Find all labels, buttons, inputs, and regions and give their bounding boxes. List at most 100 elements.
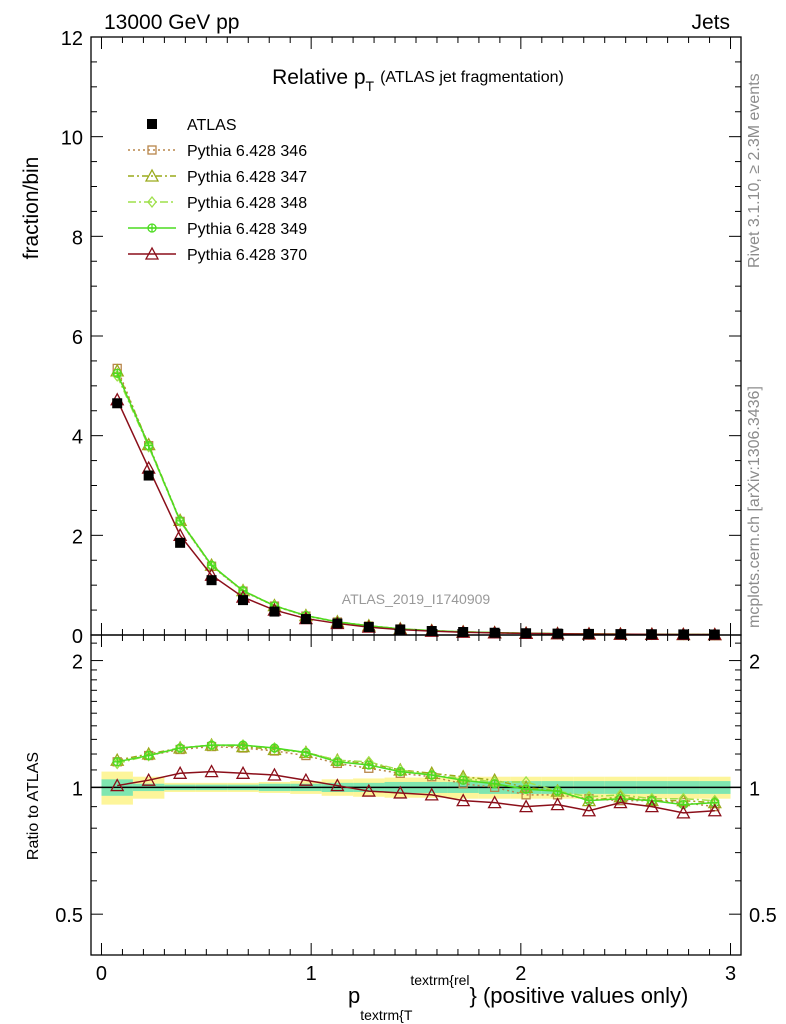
main-point-atlas [175, 537, 186, 548]
main-point-atlas [458, 627, 469, 638]
ratio-point-pythia-6-428-349 [364, 760, 374, 770]
main-point-atlas [615, 629, 626, 640]
legend-label: ATLAS [187, 117, 237, 134]
main-point-atlas [269, 606, 280, 617]
legend-entry-atlas: ATLAS [147, 117, 237, 134]
main-point-atlas [395, 624, 406, 635]
legend: ATLAS Pythia 6.428 346 Pythia 6.428 347 Pyt… [128, 117, 307, 264]
ratio-y-label: Ratio to ATLAS [25, 752, 42, 860]
main-y-tick-label: 2 [72, 526, 83, 548]
main-point-atlas [583, 628, 594, 639]
ratio-point-pythia-6-428-370 [424, 787, 439, 801]
ratio-point-pythia-6-428-349 [332, 757, 343, 767]
x-tick-label: 0 [96, 963, 107, 985]
title-sub: T [366, 78, 375, 94]
ratio-point-pythia-6-428-349 [489, 779, 500, 789]
main-point-atlas [521, 628, 532, 639]
ratio-point-pythia-6-428-370 [707, 803, 722, 817]
ratio-y-tick-label-right: 1 [749, 778, 760, 800]
ratio-point-pythia-6-428-370 [235, 765, 251, 779]
main-point-atlas [206, 575, 217, 586]
legend-marker [147, 223, 157, 233]
ratio-point-pythia-6-428-370 [581, 803, 597, 817]
main-point-pythia-6-428-349 [144, 440, 154, 451]
main-y-label: fraction/bin [20, 157, 43, 260]
legend-entry-pythia-6-428-349: Pythia 6.428 349 [128, 221, 307, 238]
ratio-point-pythia-6-428-370 [456, 793, 471, 807]
main-y-tick-label: 10 [61, 128, 83, 150]
ratio-y-tick-label-right: 2 [749, 652, 760, 674]
ratio-point-pythia-6-428-349 [269, 743, 280, 753]
ratio-y-tick-label: 1 [72, 778, 83, 800]
ratio-point-pythia-6-428-348 [238, 739, 248, 752]
ratio-line-pythia-6-428-349 [117, 744, 715, 806]
title-rest: (ATLAS jet fragmentation) [380, 69, 564, 86]
ratio-point-pythia-6-428-349 [206, 740, 217, 750]
main-y-tick-label: 4 [72, 427, 83, 449]
legend-entry-pythia-6-428-348: Pythia 6.428 348 [128, 195, 307, 212]
ratio-point-pythia-6-428-370 [267, 767, 282, 781]
legend-marker [147, 195, 157, 209]
main-point-atlas [143, 470, 154, 481]
main-point-atlas [363, 622, 374, 633]
main-point-pythia-6-428-348 [206, 559, 217, 572]
main-point-atlas [300, 614, 311, 625]
header-left: 13000 GeV pp [104, 11, 239, 34]
ratio-point-pythia-6-428-348 [552, 785, 563, 798]
ratio-point-pythia-6-428-370 [173, 765, 188, 779]
legend-entry-pythia-6-428-346: Pythia 6.428 346 [128, 143, 307, 160]
ratio-point-pythia-6-428-349 [238, 740, 248, 750]
ratio-point-pythia-6-428-370 [550, 797, 565, 811]
main-point-pythia-6-428-349 [175, 516, 185, 526]
legend-entry-pythia-6-428-347: Pythia 6.428 347 [128, 168, 307, 186]
main-y-tick-label: 6 [72, 327, 83, 349]
ratio-line-pythia-6-428-370 [117, 770, 715, 814]
ratio-point-pythia-6-428-348 [269, 741, 280, 755]
legend-label: Pythia 6.428 348 [187, 195, 307, 212]
ratio-point-pythia-6-428-348 [175, 741, 185, 755]
ratio-point-pythia-6-428-370 [141, 772, 156, 786]
ratio-line-pythia-6-428-346 [117, 745, 715, 808]
legend-marker [147, 145, 157, 155]
legend-label: Pythia 6.428 370 [187, 247, 307, 264]
main-point-atlas [646, 629, 657, 640]
ratio-point-pythia-6-428-349 [112, 757, 122, 767]
main-point-pythia-6-428-348 [175, 515, 185, 528]
ratio-point-pythia-6-428-349 [552, 786, 563, 796]
legend-label: Pythia 6.428 346 [187, 143, 307, 160]
legend-marker [144, 168, 160, 182]
legend-label: Pythia 6.428 349 [187, 221, 307, 238]
main-y-tick-label: 12 [61, 28, 83, 50]
ratio-y-tick-label-right: 0.5 [749, 905, 777, 927]
main-point-pythia-6-428-348 [143, 440, 154, 453]
ratio-point-pythia-6-428-370 [676, 805, 691, 819]
x-tick-label: 1 [306, 963, 317, 985]
side-text-mcplots: mcplots.cern.ch [arXiv:1306.3436] [746, 386, 763, 628]
ratio-point-pythia-6-428-370 [110, 778, 125, 792]
main-point-atlas [238, 595, 249, 606]
x-tick-label: 2 [515, 963, 526, 985]
ratio-point-pythia-6-428-349 [521, 784, 531, 794]
watermark: ATLAS_2019_I1740909 [342, 591, 491, 607]
ratio-point-pythia-6-428-349 [458, 775, 468, 785]
x-label-sub: textrm{T [360, 1007, 413, 1023]
side-text-rivet: Rivet 3.1.10, ≥ 2.3M events [746, 73, 763, 268]
ratio-point-pythia-6-428-349 [144, 750, 154, 761]
x-label-sup: textrm{rel [410, 972, 469, 988]
ratio-point-pythia-6-428-349 [301, 747, 311, 758]
ratio-point-pythia-6-428-348 [143, 749, 154, 762]
ratio-point-pythia-6-428-370 [613, 795, 628, 809]
x-label-rest: } (positive values only) [470, 983, 689, 1008]
ratio-point-pythia-6-428-370 [487, 795, 502, 809]
legend-label: Pythia 6.428 347 [187, 169, 307, 186]
ratio-point-pythia-6-428-370 [518, 799, 534, 813]
x-axis-label: ptextrm{T textrm{rel} (positive values on… [348, 972, 688, 1023]
title-main: Relative p [272, 66, 365, 89]
main-y-tick-label: 0 [72, 626, 83, 648]
ratio-point-pythia-6-428-370 [204, 764, 219, 778]
ratio-point-pythia-6-428-349 [175, 743, 185, 753]
main-point-atlas [552, 628, 563, 639]
ratio-point-pythia-6-428-348 [426, 768, 437, 782]
